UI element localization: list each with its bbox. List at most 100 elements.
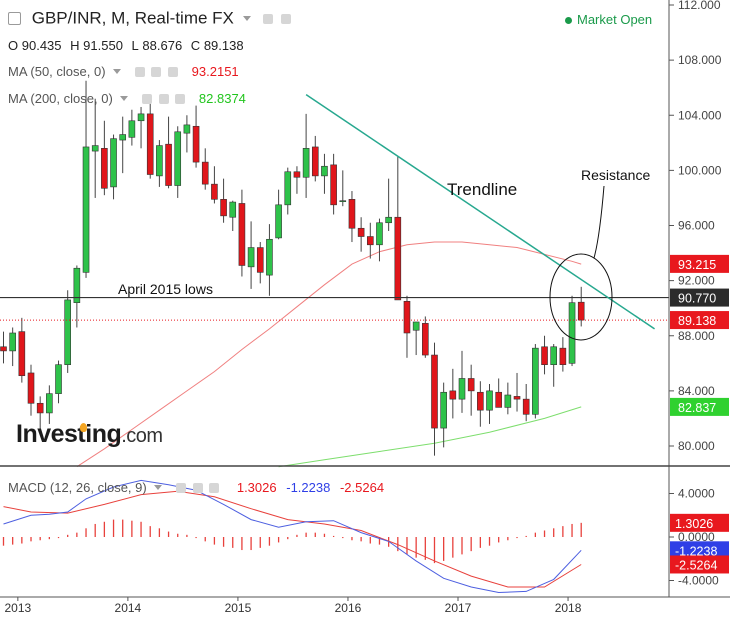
candle-body	[192, 125, 200, 163]
candles	[0, 80, 585, 456]
candle-body	[403, 300, 411, 334]
ma200-settings-icon[interactable]	[158, 93, 169, 104]
macd-dropdown-icon[interactable]	[154, 485, 163, 491]
candle-body	[156, 145, 163, 177]
macd-tick-label: 0.0000	[678, 530, 715, 544]
price-label-text: 93.215	[678, 258, 716, 272]
logo-flame-icon	[80, 423, 87, 432]
ohlc-readout: O 90.435 H 91.550 L 88.676 C 89.138	[8, 37, 244, 53]
price-label-text: 89.138	[678, 314, 716, 328]
candle-body	[275, 204, 282, 239]
candle-body	[302, 148, 310, 178]
ma50-label[interactable]: MA (50, close, 0)	[8, 64, 106, 80]
close-label: C	[190, 38, 201, 54]
ma200-visibility-icon[interactable]	[142, 93, 153, 104]
time-tick-label: 2015	[225, 601, 252, 615]
ma50-visibility-icon[interactable]	[134, 66, 145, 77]
resistance-circle	[549, 253, 613, 341]
macd-label-text: -1.2238	[675, 544, 717, 558]
price-tick-label: 108.000	[678, 53, 722, 67]
price-tick-label: 96.000	[678, 219, 715, 233]
price-tick-label: 80.000	[678, 439, 715, 453]
ma50-close-icon[interactable]	[168, 66, 179, 77]
candle-body	[146, 113, 154, 175]
candle-body	[467, 378, 475, 392]
settings-icon[interactable]	[281, 13, 292, 24]
macd-close-icon[interactable]	[209, 482, 220, 493]
candle-body	[55, 364, 62, 394]
market-status-dot-icon	[565, 17, 572, 25]
candle-body	[293, 171, 301, 178]
macd-main-line	[3, 479, 582, 594]
candle-body	[550, 346, 558, 365]
candle-body	[165, 143, 172, 186]
candle-body	[504, 394, 512, 408]
macd-label-box	[670, 513, 729, 532]
ma50-settings-icon[interactable]	[151, 66, 162, 77]
ma200-legend: MA (200, close, 0) 82.8374	[8, 90, 246, 106]
symbol-title[interactable]: GBP/INR, M, Real-time FX	[31, 8, 234, 28]
high-value: 91.550	[83, 38, 123, 54]
candle-body	[18, 331, 26, 377]
candle-body	[201, 161, 209, 185]
symbol-dropdown-icon[interactable]	[242, 16, 251, 22]
macd-visibility-icon[interactable]	[175, 482, 186, 493]
time-tick-label: 2018	[555, 601, 582, 615]
price-tick-label: 112.000	[678, 0, 721, 12]
time-tick-label: 2014	[115, 601, 142, 615]
time-tick-label: 2017	[445, 601, 472, 615]
ma50-value: 93.2151	[191, 64, 239, 80]
price-tick-label: 104.000	[678, 108, 722, 122]
candle-body	[247, 247, 255, 268]
price-labels: 93.215 90.770 89.138 82.837 1.3026 -1.2238-2.…	[670, 254, 729, 574]
candle-body	[394, 216, 402, 301]
candle-body	[238, 203, 246, 266]
menu-icon[interactable]	[8, 12, 21, 26]
candle-body	[229, 201, 237, 218]
macd-settings-icon[interactable]	[192, 482, 203, 493]
candle-body	[284, 171, 292, 206]
candle-body	[577, 301, 585, 321]
ma50-legend: MA (50, close, 0) 93.2151	[8, 63, 239, 79]
macd-line-value: -1.2238	[286, 480, 331, 496]
price-label-box	[670, 311, 729, 330]
ma200-dropdown-icon[interactable]	[120, 96, 129, 102]
low-label: L	[131, 38, 139, 54]
price-tick-label: 84.000	[678, 384, 715, 398]
candle-body	[321, 165, 328, 177]
ma50-dropdown-icon[interactable]	[113, 69, 122, 75]
open-label: O	[8, 38, 19, 54]
macd-pane	[2, 479, 582, 594]
candle-body	[412, 321, 420, 331]
candle-body	[385, 216, 392, 224]
macd-tick-label: -4.0000	[678, 574, 719, 588]
candle-body	[119, 134, 127, 141]
candle-body	[376, 222, 383, 246]
chart-header: GBP/INR, M, Real-time FX	[8, 8, 292, 29]
price-label-text: 90.770	[678, 292, 716, 306]
ma200-label[interactable]: MA (200, close, 0)	[8, 91, 113, 107]
candle-body	[91, 145, 99, 152]
candle-body	[256, 247, 264, 273]
candle-body	[46, 393, 53, 414]
macd-tick-label: 4.0000	[678, 487, 715, 501]
investing-logo: Investing.com	[16, 420, 163, 449]
candle-body	[220, 199, 227, 217]
macd-label[interactable]: MACD (12, 26, close, 9)	[8, 480, 147, 496]
price-tick-label: 100.000	[678, 163, 722, 177]
candle-body	[532, 347, 539, 415]
macd-label-box	[670, 555, 729, 574]
market-status: Market Open	[565, 12, 652, 27]
resistance-pointer	[593, 185, 605, 259]
ma200-close-icon[interactable]	[175, 93, 186, 104]
candle-body	[211, 183, 218, 200]
logo-suffix: .com	[121, 425, 163, 447]
macd-signal-line	[3, 490, 582, 588]
candle-body	[449, 390, 457, 400]
candle-body	[110, 138, 117, 188]
visibility-icon[interactable]	[263, 13, 274, 24]
candle-body	[339, 200, 347, 202]
candle-body	[330, 164, 337, 206]
